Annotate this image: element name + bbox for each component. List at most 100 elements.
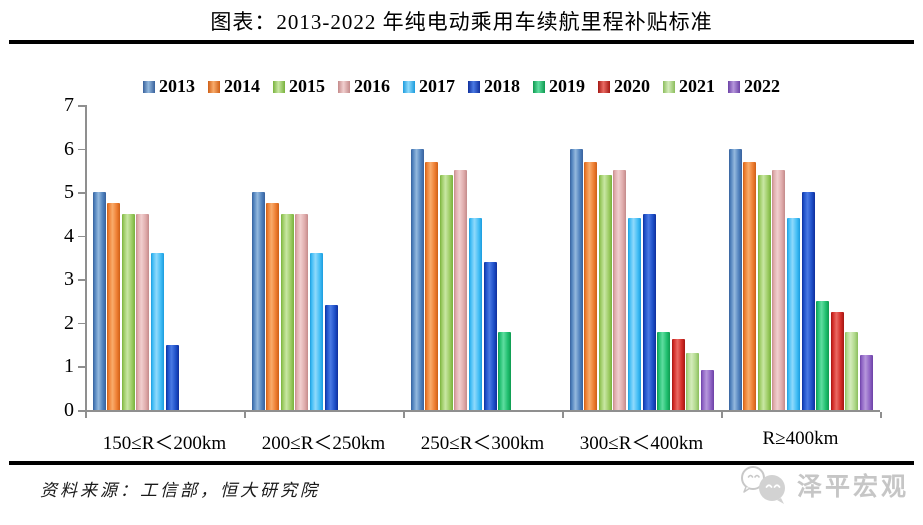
bar-2022 xyxy=(859,355,873,410)
bar-group xyxy=(244,105,403,410)
bar-2017 xyxy=(468,218,482,410)
legend-label: 2019 xyxy=(549,76,585,96)
legend-swatch xyxy=(663,80,675,93)
bar-2013 xyxy=(410,148,424,410)
title-divider xyxy=(9,40,914,44)
bar-2020 xyxy=(671,339,685,410)
bar-2018 xyxy=(324,305,338,410)
y-axis-line xyxy=(85,105,87,412)
bar-2018 xyxy=(642,213,656,410)
x-axis-tick xyxy=(562,412,564,418)
bar-2015 xyxy=(280,213,294,410)
bar-2014 xyxy=(584,161,598,410)
x-axis-label: 200≤R＜250km xyxy=(261,433,386,454)
legend-swatch xyxy=(273,80,285,93)
legend-item-2020: 2020 xyxy=(598,76,650,97)
bar-group xyxy=(85,105,244,410)
legend-label: 2014 xyxy=(224,76,260,96)
legend-label: 2021 xyxy=(679,76,715,96)
bar-2017 xyxy=(309,253,323,410)
legend-swatch xyxy=(338,80,350,93)
bar-2016 xyxy=(295,213,309,410)
legend-label: 2016 xyxy=(354,76,390,96)
legend-item-2013: 2013 xyxy=(143,76,195,97)
bar-group xyxy=(562,105,721,410)
y-axis-tick xyxy=(78,148,85,151)
legend-swatch xyxy=(728,80,740,93)
bar-2016 xyxy=(613,170,627,410)
x-axis-label: 250≤R＜300km xyxy=(420,433,545,454)
legend-swatch xyxy=(468,80,480,93)
y-axis-label: 5 xyxy=(64,181,74,204)
y-axis-label: 7 xyxy=(64,94,74,116)
bar-2021 xyxy=(686,353,700,410)
bar-2018 xyxy=(165,344,179,410)
legend-item-2019: 2019 xyxy=(533,76,585,97)
bar-2015 xyxy=(598,174,612,410)
bar-2020 xyxy=(830,311,844,410)
x-axis-tick xyxy=(721,412,723,418)
y-axis-tick xyxy=(78,410,85,412)
bar-2017 xyxy=(786,218,800,410)
bar-2016 xyxy=(136,213,150,410)
legend-item-2015: 2015 xyxy=(273,76,325,97)
bar-group xyxy=(403,105,562,410)
bar-2019 xyxy=(816,301,830,410)
brand-logo: 泽平宏观 xyxy=(738,464,909,506)
y-axis-tick xyxy=(78,322,85,325)
y-axis-label: 2 xyxy=(64,311,74,334)
legend-item-2021: 2021 xyxy=(663,76,715,97)
page-title: 图表：2013-2022 年纯电动乘用车续航里程补贴标准 xyxy=(210,10,713,34)
bar-2013 xyxy=(728,148,742,410)
x-axis-line xyxy=(85,410,880,412)
y-axis-label: 1 xyxy=(64,355,74,378)
bar-2017 xyxy=(627,218,641,410)
legend-label: 2015 xyxy=(289,76,325,96)
legend-item-2016: 2016 xyxy=(338,76,390,97)
y-axis-label: 6 xyxy=(64,137,74,160)
x-axis-tick xyxy=(244,412,246,418)
chart-legend: 2013 2014 2015 2016 2017 2018 2019 2020 2021 2022 xyxy=(0,76,923,97)
bar-2018 xyxy=(801,192,815,410)
y-axis-tick xyxy=(78,105,85,107)
bar-2022 xyxy=(700,370,714,410)
bar-2014 xyxy=(266,203,280,410)
bar-2014 xyxy=(425,161,439,410)
bar-group xyxy=(721,105,880,410)
y-axis-tick xyxy=(78,192,85,194)
x-axis-tick xyxy=(85,412,87,418)
bar-2016 xyxy=(772,170,786,410)
source-note: 资料来源：工信部，恒大研究院 xyxy=(40,481,320,500)
x-axis-tick xyxy=(403,412,405,418)
legend-swatch xyxy=(403,80,415,93)
y-axis-tick xyxy=(78,235,85,238)
bar-2019 xyxy=(498,331,512,410)
bar-2019 xyxy=(657,331,671,410)
bar-2015 xyxy=(439,174,453,410)
y-axis-label: 4 xyxy=(64,224,74,247)
bar-2021 xyxy=(845,331,859,410)
y-axis-label: 0 xyxy=(64,399,74,421)
legend-item-2022: 2022 xyxy=(728,76,780,97)
x-axis-label: 300≤R＜400km xyxy=(579,433,704,454)
legend-label: 2013 xyxy=(159,76,195,96)
legend-label: 2022 xyxy=(744,76,780,96)
legend-label: 2020 xyxy=(614,76,650,96)
legend-swatch xyxy=(598,80,610,93)
legend-label: 2018 xyxy=(484,76,520,96)
bar-2014 xyxy=(107,203,121,410)
brand-logo-text: 泽平宏观 xyxy=(796,474,909,501)
legend-item-2018: 2018 xyxy=(468,76,520,97)
legend-swatch xyxy=(533,80,545,93)
legend-label: 2017 xyxy=(419,76,455,96)
legend-item-2014: 2014 xyxy=(208,76,260,97)
bar-2013 xyxy=(92,192,106,410)
bar-2018 xyxy=(483,261,497,410)
bar-2015 xyxy=(757,174,771,410)
wechat-bubbles-icon xyxy=(740,466,785,504)
x-axis-label: R≥400km xyxy=(762,428,839,449)
y-axis-tick xyxy=(78,279,85,281)
x-axis-label: 150≤R＜200km xyxy=(102,433,227,454)
